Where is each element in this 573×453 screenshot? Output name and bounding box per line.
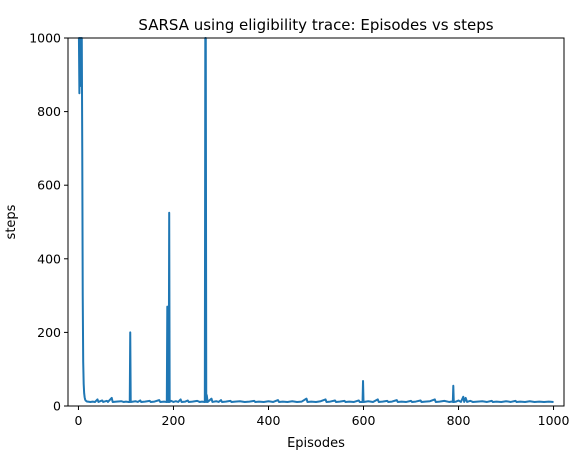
y-axis: 0 200 400 600 800 1000	[29, 31, 68, 414]
y-tick-label: 400	[37, 251, 61, 266]
plot-frame	[67, 37, 565, 407]
x-tick-label: 400	[257, 413, 281, 428]
x-tick-label: 600	[352, 413, 376, 428]
y-tick-label: 600	[37, 178, 61, 193]
y-tick-label: 200	[37, 325, 61, 340]
chart-title: SARSA using eligibility trace: Episodes …	[138, 16, 493, 34]
y-axis-label: steps	[4, 204, 19, 239]
series-line-0	[77, 37, 554, 403]
plot-area	[77, 37, 554, 403]
x-tick-label: 0	[74, 413, 82, 428]
x-axis-label: Episodes	[287, 436, 345, 451]
x-tick-label: 200	[162, 413, 186, 428]
x-tick-label: 800	[447, 413, 471, 428]
y-tick-label: 1000	[29, 31, 61, 46]
y-tick-label: 0	[53, 399, 61, 414]
y-tick-label: 800	[37, 104, 61, 119]
x-tick-label: 1000	[538, 413, 570, 428]
x-axis: 0 200 400 600 800 1000	[74, 406, 570, 428]
